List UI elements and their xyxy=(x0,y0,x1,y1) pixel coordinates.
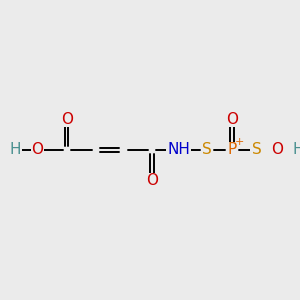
Text: P: P xyxy=(227,142,237,158)
Text: H: H xyxy=(293,142,300,158)
Text: O: O xyxy=(32,142,44,158)
Text: O: O xyxy=(61,112,73,127)
Text: O: O xyxy=(271,142,283,158)
Text: NH: NH xyxy=(167,142,190,158)
Text: +: + xyxy=(235,137,244,148)
Text: S: S xyxy=(202,142,212,158)
Text: S: S xyxy=(252,142,262,158)
Text: O: O xyxy=(226,112,238,127)
Text: O: O xyxy=(146,173,158,188)
Text: H: H xyxy=(9,142,21,158)
